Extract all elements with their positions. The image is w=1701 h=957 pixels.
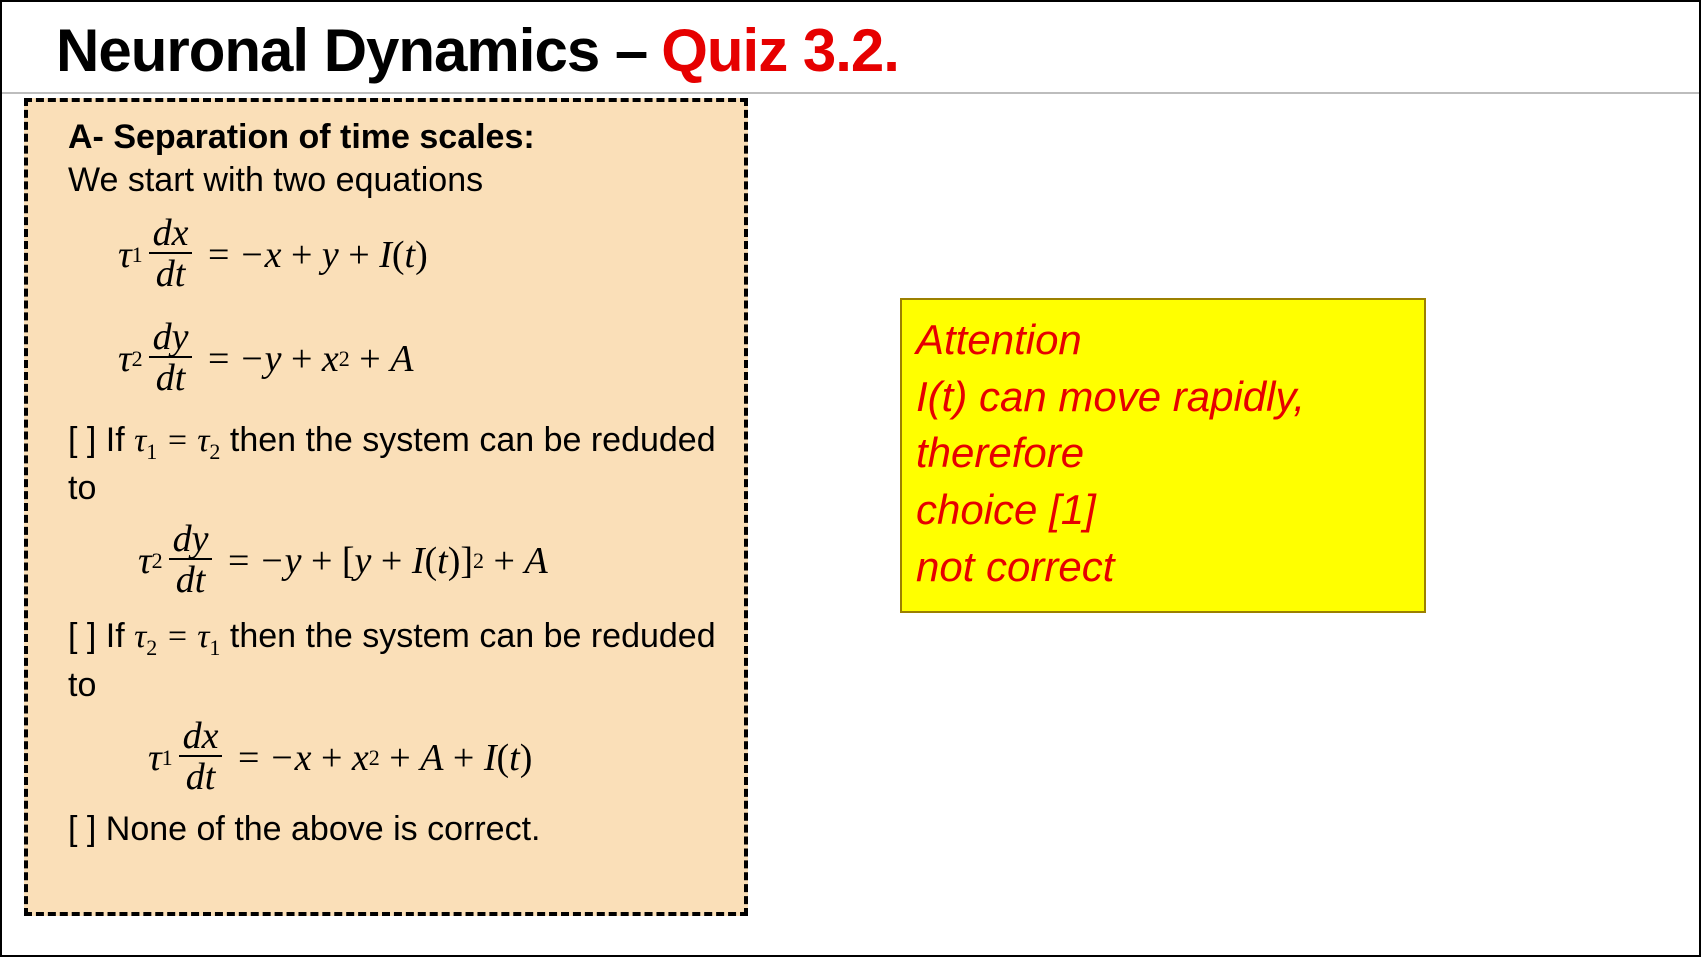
choice-1: [ ] If τ1 = τ2 then the system can be re…	[68, 418, 720, 512]
choice-2: [ ] If τ2 = τ1 then the system can be re…	[68, 614, 720, 708]
attention-line-3: therefore	[916, 425, 1410, 482]
choice-2-equation: τ1 dxdt = −x + x2 + A + I(t)	[148, 713, 720, 803]
title-red-part: Quiz 3.2.	[661, 16, 899, 85]
choice-1-prefix: [ ] If	[68, 421, 134, 459]
attention-line-1: Attention	[916, 312, 1410, 369]
slide-container: Neuronal Dynamics – Quiz 3.2. A- Separat…	[0, 0, 1701, 957]
attention-line-4: choice [1]	[916, 482, 1410, 539]
choice-1-op: =	[157, 422, 197, 459]
choice-2-prefix: [ ] If	[68, 617, 134, 655]
attention-line-5: not correct	[916, 539, 1410, 596]
equation-1: τ1 dxdt = −x + y + I(t)	[118, 210, 720, 300]
equation-2: τ2 dydt = −y + x2 + A	[118, 314, 720, 404]
attention-box: Attention I(t) can move rapidly, therefo…	[900, 298, 1426, 613]
title-separator	[2, 92, 1699, 94]
quiz-box: A- Separation of time scales: We start w…	[24, 98, 748, 916]
choice-1-equation: τ2 dydt = −y + [y + I(t)]2 + A	[138, 516, 720, 606]
title-black-part: Neuronal Dynamics –	[56, 16, 647, 85]
choice-3: [ ] None of the above is correct.	[68, 807, 720, 853]
attention-line-2: I(t) can move rapidly,	[916, 369, 1410, 426]
quiz-heading: A- Separation of time scales:	[68, 118, 720, 157]
quiz-subheading: We start with two equations	[68, 161, 720, 200]
choice-2-op: =	[157, 618, 197, 655]
slide-title: Neuronal Dynamics – Quiz 3.2.	[56, 16, 1699, 88]
